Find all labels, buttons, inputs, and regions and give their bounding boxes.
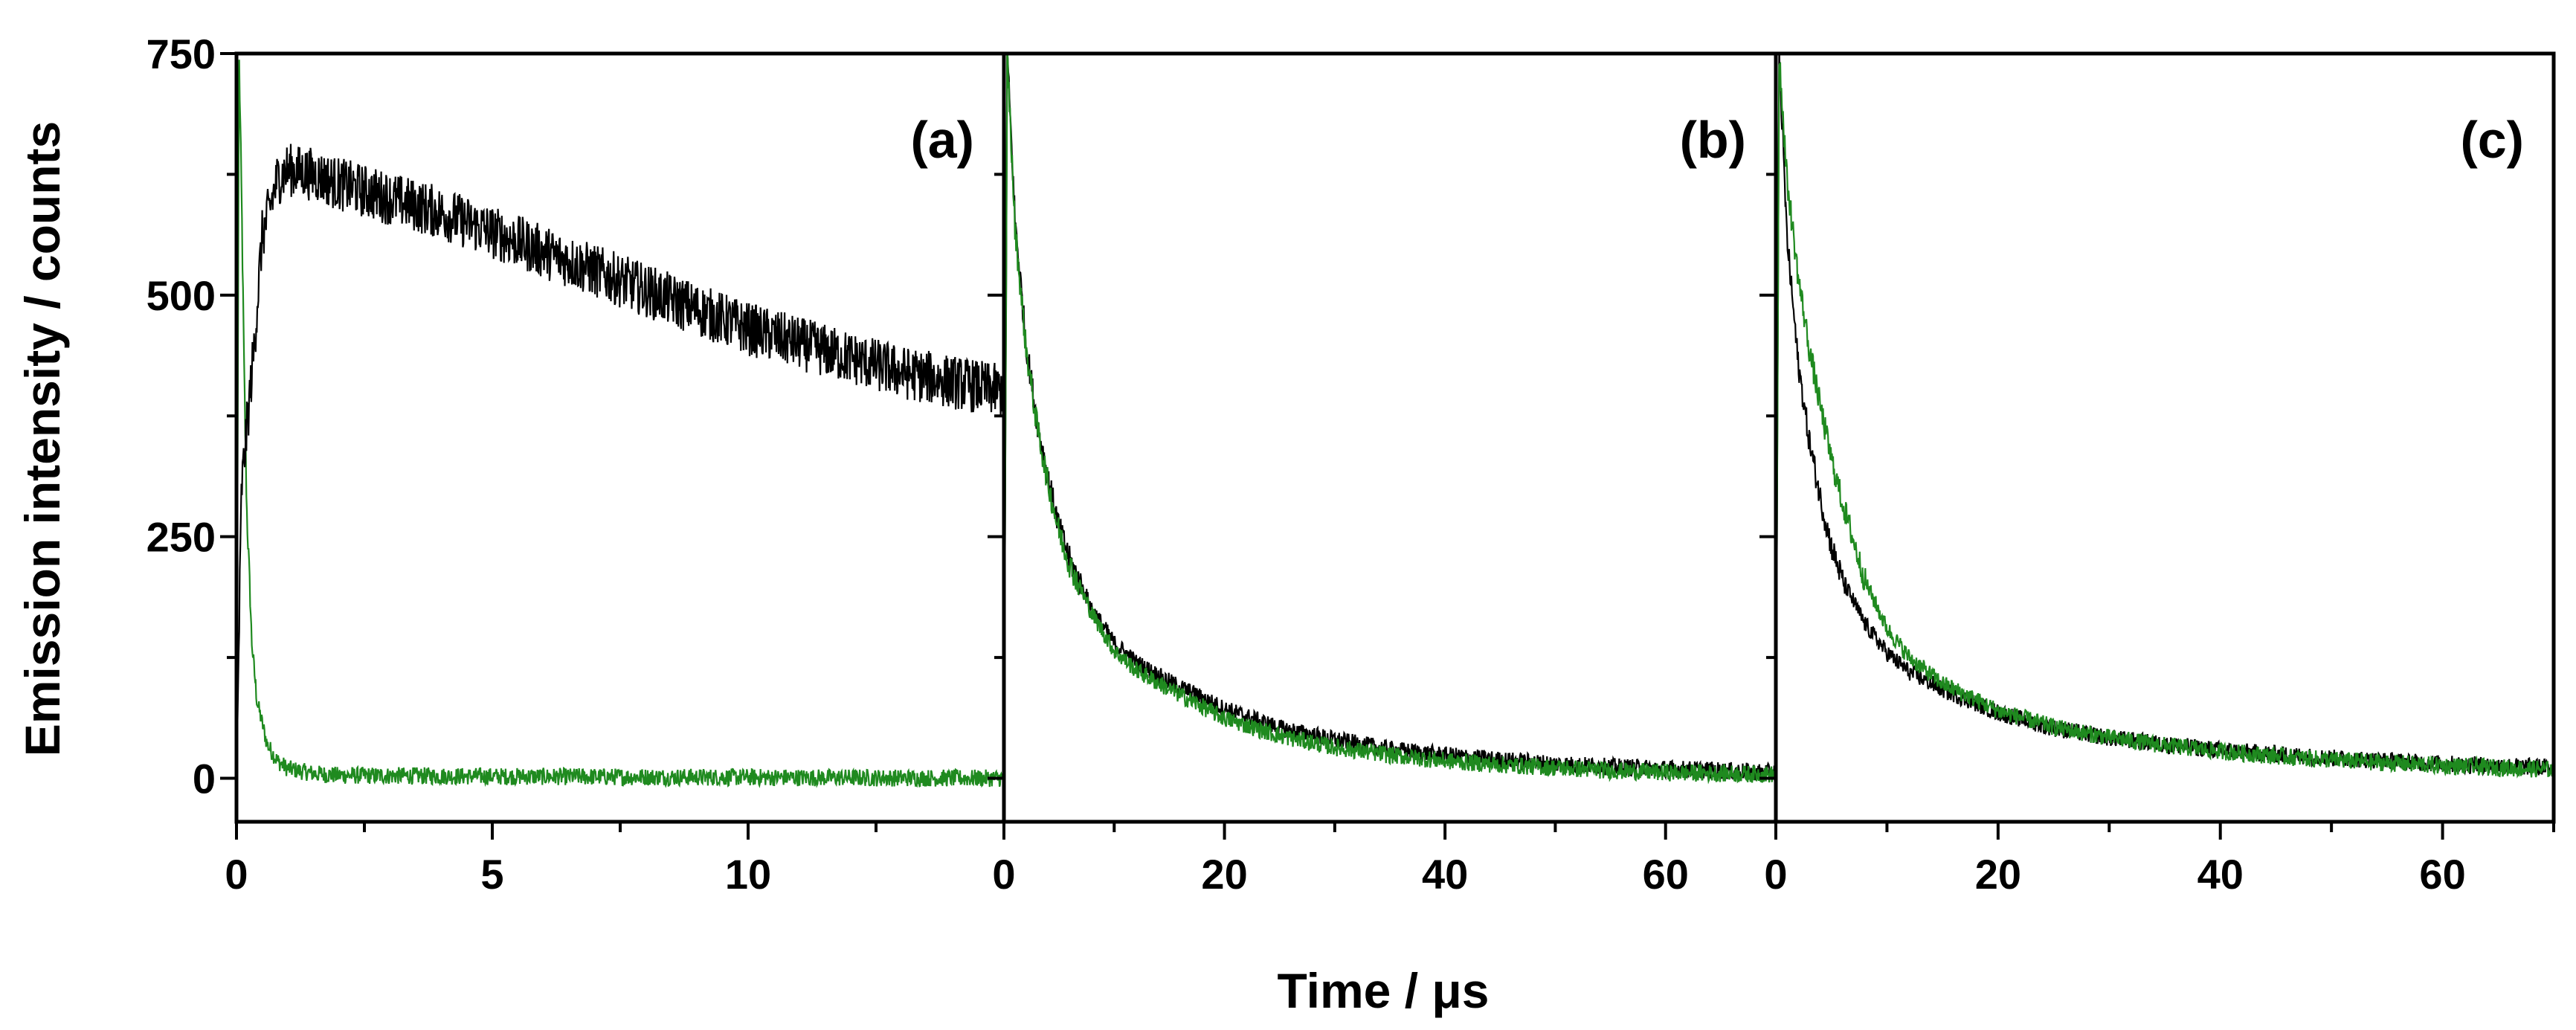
x-axis-title: Time / μs [1278, 963, 1490, 1018]
series-black-line [1004, 54, 1776, 782]
x-tick-label: 60 [2419, 851, 2465, 898]
series-green-line [1776, 62, 2554, 779]
x-tick-label: 5 [480, 851, 503, 898]
series-green-line [1004, 54, 1776, 785]
panel-0: 0 5 10 (a) [220, 51, 1006, 898]
y-axis-title: Emission intensity / counts [15, 121, 70, 757]
panel-frame [1002, 51, 1778, 824]
x-tick-label: 0 [992, 851, 1015, 898]
series-black-line [1776, 54, 2554, 779]
x-tick-label: 20 [1975, 851, 2021, 898]
x-tick-label: 0 [225, 851, 248, 898]
plot-area: 0 5 10 (a) 0 20 40 60 (b) 0 20 40 60 (c) 0 250 500 750 [146, 30, 2556, 898]
x-tick-label: 10 [725, 851, 771, 898]
x-tick-label: 60 [1643, 851, 1689, 898]
y-tick-label: 0 [193, 756, 216, 802]
panel-1: 0 20 40 60 (b) [988, 51, 1778, 898]
x-tick-label: 40 [1422, 851, 1468, 898]
panel-label: (c) [2460, 111, 2524, 169]
y-tick-label: 750 [146, 30, 216, 77]
x-tick-label: 20 [1201, 851, 1247, 898]
panel-2: 0 20 40 60 (c) [1759, 51, 2556, 898]
panel-frame [1774, 51, 2556, 824]
x-tick-label: 0 [1764, 851, 1787, 898]
y-tick-label: 250 [146, 514, 216, 561]
panel-frame [234, 51, 1006, 824]
x-tick-label: 40 [2197, 851, 2244, 898]
series-black-line [236, 144, 1004, 779]
panel-label: (b) [1680, 111, 1746, 169]
series-green-line [236, 59, 1004, 788]
y-tick-label: 500 [146, 272, 216, 319]
panel-label: (a) [910, 111, 974, 169]
